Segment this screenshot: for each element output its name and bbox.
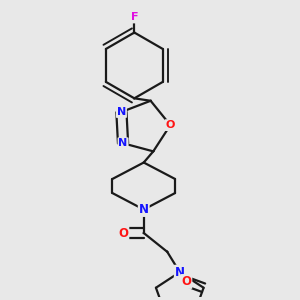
Text: F: F (130, 13, 138, 22)
Text: N: N (139, 203, 149, 216)
Text: N: N (175, 266, 185, 279)
Text: O: O (182, 275, 191, 288)
Text: O: O (166, 120, 175, 130)
Text: N: N (117, 107, 126, 117)
Text: N: N (118, 138, 128, 148)
Text: O: O (118, 226, 128, 239)
